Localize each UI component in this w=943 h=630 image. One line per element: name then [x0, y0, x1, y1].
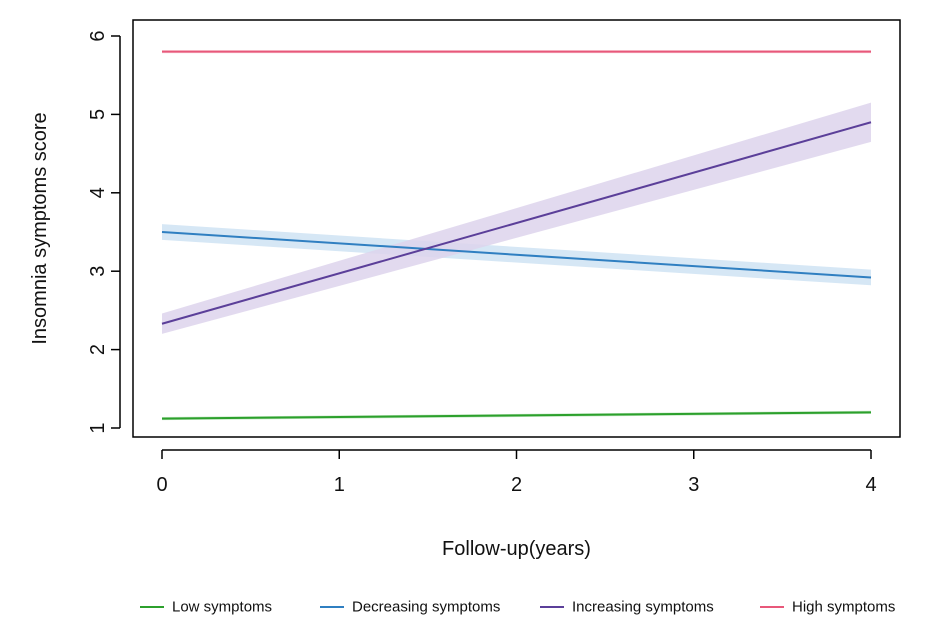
y-tick-label: 1 [87, 422, 109, 433]
increasing-symptoms-line [161, 121, 872, 325]
increasing-symptoms-confidence-band [162, 102, 871, 334]
x-tick-label: 2 [511, 474, 522, 496]
y-axis-title: Insomnia symptoms score [29, 112, 51, 344]
legend-label-increasing-symptoms: Increasing symptoms [572, 599, 714, 616]
legend-label-decreasing-symptoms: Decreasing symptoms [352, 599, 500, 616]
legend-label-low-symptoms: Low symptoms [172, 599, 272, 616]
x-axis-title: Follow-up(years) [442, 538, 591, 560]
x-tick-label: 4 [865, 474, 876, 496]
y-tick-label: 2 [87, 344, 109, 355]
y-tick-label: 4 [87, 187, 109, 198]
x-tick-label: 0 [156, 474, 167, 496]
series-lines [161, 50, 872, 420]
plot-frame [132, 19, 901, 438]
y-tick-label: 6 [87, 30, 109, 41]
decreasing-symptoms-line [161, 231, 872, 279]
x-tick-label: 1 [334, 474, 345, 496]
y-axis: 1 2 3 4 5 6 [87, 30, 121, 434]
legend-label-high-symptoms: High symptoms [792, 599, 895, 616]
y-tick-label: 5 [87, 109, 109, 120]
x-tick-label: 3 [688, 474, 699, 496]
x-axis: 0 1 2 3 4 [156, 449, 877, 496]
confidence-bands [162, 50, 871, 421]
low-symptoms-line [161, 411, 872, 420]
legend: Low symptoms Decreasing symptoms Increasin… [140, 599, 895, 616]
y-tick-label: 3 [87, 266, 109, 277]
